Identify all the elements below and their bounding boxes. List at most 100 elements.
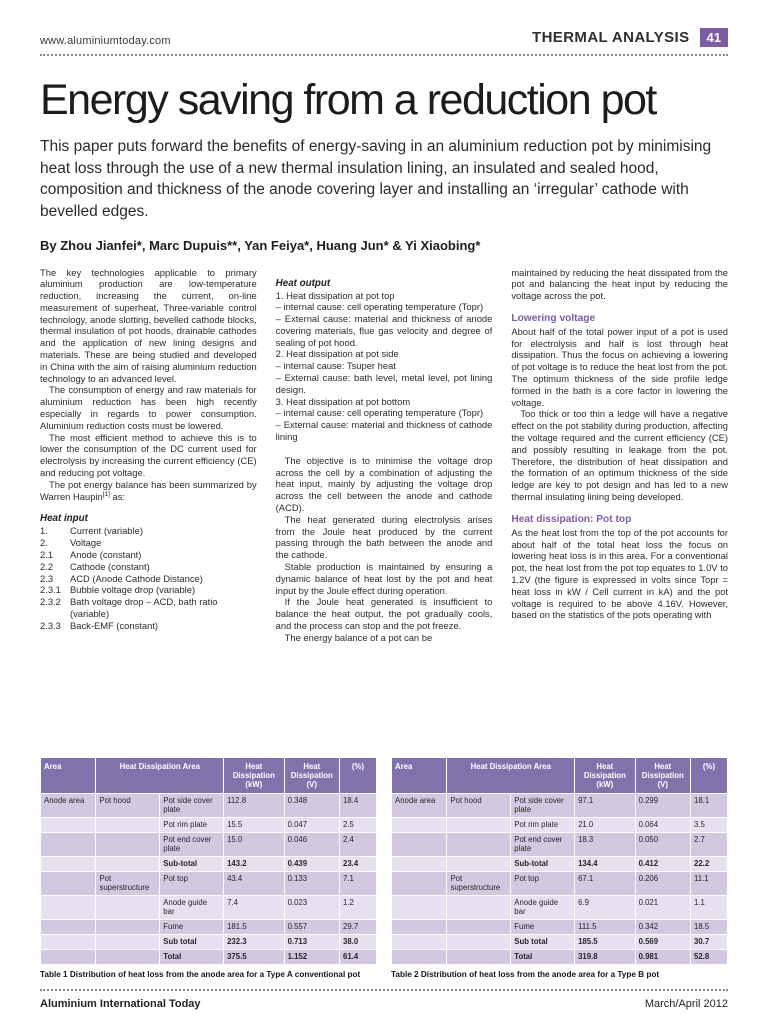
outline-text: Bubble voltage drop (variable) [70, 584, 196, 596]
cell-v: 0.348 [283, 792, 341, 818]
cell-v: 0.342 [634, 918, 692, 935]
cell-group: Pot superstructure [446, 870, 512, 896]
cell-pct: 23.4 [339, 855, 377, 872]
header-right: THERMAL ANALYSIS 41 [532, 28, 728, 47]
cell-v: 0.133 [283, 870, 341, 896]
cell-pct: 11.1 [690, 870, 728, 896]
column-header: Heat Dissipation Area [95, 756, 225, 794]
cell-v: 0.023 [283, 894, 341, 920]
cell-group [95, 933, 161, 950]
paragraph: Stable production is maintained by ensur… [275, 561, 493, 596]
cell-v: 0.064 [634, 816, 692, 833]
cell-pct: 22.2 [690, 855, 728, 872]
cell-item: Sub total [159, 933, 225, 950]
cell-kw: 43.4 [223, 870, 285, 896]
table-row: Pot superstructure Pot top 43.4 0.133 7.1 [39, 870, 377, 896]
cell-item: Pot end cover plate [159, 831, 225, 857]
paragraph: maintained by reducing the heat dissipat… [511, 266, 729, 302]
article-column-2: Heat output 1. Heat dissipation at pot to… [276, 267, 493, 644]
cell-item: Fume [510, 918, 576, 935]
cell-v: 0.299 [634, 792, 692, 818]
cell-kw: 111.5 [574, 918, 636, 935]
outline-number: 2. [40, 537, 48, 549]
cell-v: 0.713 [283, 933, 341, 950]
cell-pct: 52.8 [690, 948, 728, 965]
cell-area [39, 894, 97, 920]
header-divider [40, 54, 728, 56]
table-2-caption: Table 2 Distribution of heat loss from t… [391, 969, 660, 979]
cell-item: Total [159, 948, 225, 965]
dash-list-item: – External cause: material and thickness… [275, 313, 493, 348]
cell-kw: 7.4 [223, 894, 285, 920]
column-header: Heat Dissipation Area [446, 756, 576, 794]
table-row: Sub-total 134.4 0.412 22.2 [390, 855, 728, 872]
cell-kw: 21.0 [574, 816, 636, 833]
cell-kw: 143.2 [223, 855, 285, 872]
paragraph: The most efficient method to achieve thi… [40, 431, 257, 479]
outline-number: 1. [40, 525, 48, 537]
cell-pct: 1.1 [690, 894, 728, 920]
cell-pct: 18.1 [690, 792, 728, 818]
outline-list-item: 2. Voltage [40, 537, 257, 549]
outline-number: 2.3.1 [40, 584, 61, 596]
cell-v: 0.047 [283, 816, 341, 833]
heat-loss-table: Area Heat Dissipation Area Heat Dissipatio… [39, 756, 377, 965]
cell-kw: 319.8 [574, 948, 636, 965]
table-row: Anode guide bar 7.4 0.023 1.2 [39, 894, 377, 920]
cell-area [39, 831, 97, 857]
outline-number: 2.2 [40, 560, 54, 572]
cell-item: Fume [159, 918, 225, 935]
cell-group [446, 933, 512, 950]
website-url: www.aluminiumtoday.com [40, 35, 171, 47]
cell-item: Pot rim plate [159, 816, 225, 833]
cell-area [39, 855, 97, 872]
cell-v: 0.206 [634, 870, 692, 896]
cell-kw: 18.3 [574, 831, 636, 857]
table-row: Fume 181.5 0.557 29.7 [39, 918, 377, 935]
outline-list-item: 2.3.3 Back-EMF (constant) [40, 620, 257, 632]
table-row: Pot end cover plate 15.0 0.046 2.4 [39, 831, 377, 857]
cell-pct: 29.7 [339, 918, 377, 935]
column-header: Heat Dissipation (kW) [574, 756, 636, 794]
heat-loss-table: Area Heat Dissipation Area Heat Dissipatio… [390, 756, 728, 965]
cell-area [390, 831, 448, 857]
outline-list-item: 2.2 Cathode (constant) [40, 561, 257, 573]
cell-item: Anode guide bar [510, 894, 576, 920]
cell-v: 0.557 [283, 918, 341, 935]
article-body: The key technologies applicable to prima… [40, 267, 728, 745]
outline-number: 2.1 [40, 549, 54, 561]
section-title: THERMAL ANALYSIS [532, 29, 690, 46]
paragraph: About half of the total power input of a… [511, 325, 729, 408]
tables-section: Area Heat Dissipation Area Heat Dissipatio… [39, 756, 728, 979]
outline-text: Current (variable) [70, 525, 143, 537]
paragraph: The objective is to minimise the voltage… [275, 454, 493, 514]
table-row: Pot superstructure Pot top 67.1 0.206 11.1 [390, 870, 728, 896]
cell-kw: 15.0 [223, 831, 285, 857]
cell-area [39, 816, 97, 833]
cell-group [446, 948, 512, 965]
table-2-wrapper: Area Heat Dissipation Area Heat Dissipatio… [390, 756, 728, 979]
cell-item: Pot end cover plate [510, 831, 576, 857]
cell-group [95, 918, 161, 935]
cell-group [95, 855, 161, 872]
cell-area [390, 855, 448, 872]
cell-item: Pot rim plate [510, 816, 576, 833]
cell-group [446, 816, 512, 833]
cell-pct: 2.5 [339, 816, 377, 833]
column-header: (%) [690, 756, 728, 794]
cell-area: Anode area [390, 792, 448, 818]
paragraph: 2. Heat dissipation at pot side [275, 348, 399, 360]
cell-v: 0.439 [283, 855, 341, 872]
outline-list-item: 2.3.1 Bubble voltage drop (variable) [40, 584, 257, 596]
cell-item: Total [510, 948, 576, 965]
cell-area [390, 918, 448, 935]
cell-pct: 38.0 [339, 933, 377, 950]
table-row: Sub total 185.5 0.569 30.7 [390, 933, 728, 950]
cell-v: 0.412 [634, 855, 692, 872]
paragraph: Too thick or too thin a ledge will have … [511, 408, 729, 503]
outline-text: Bath voltage drop – ACD, bath ratio (var… [70, 596, 218, 620]
cell-item: Anode guide bar [159, 894, 225, 920]
outline-list-item: 1. Current (variable) [40, 525, 257, 537]
cell-area [39, 948, 97, 965]
